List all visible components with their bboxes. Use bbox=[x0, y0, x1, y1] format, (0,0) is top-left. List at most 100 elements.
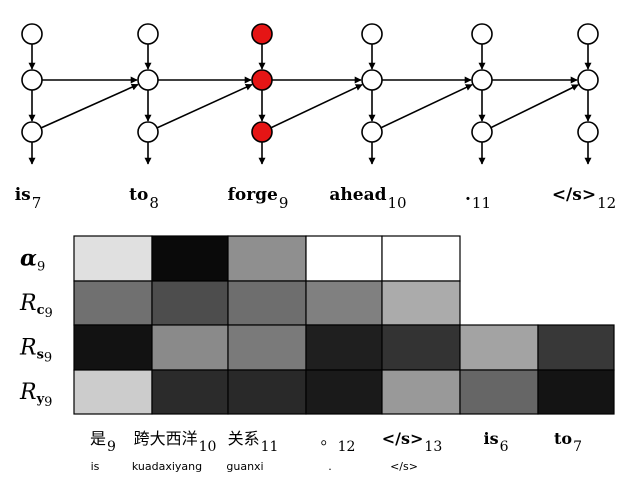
heatmap-cell bbox=[227, 324, 307, 371]
network-node bbox=[137, 69, 159, 91]
heatmap-cell bbox=[151, 280, 229, 326]
network-node bbox=[577, 23, 599, 45]
decoder-token: forge9 bbox=[228, 185, 289, 212]
column-pinyin: kuadaxiyang bbox=[132, 460, 202, 473]
column-subscript: 12 bbox=[338, 439, 356, 455]
column-subscript: 10 bbox=[199, 439, 217, 455]
column-word: to bbox=[554, 429, 572, 448]
heatmap-cell bbox=[305, 324, 383, 371]
column-label: is6 bbox=[483, 429, 508, 455]
row-label: Rc9 bbox=[19, 291, 53, 321]
heatmap-cell bbox=[73, 235, 153, 282]
heatmap bbox=[73, 235, 615, 415]
heatmap-cell bbox=[227, 369, 307, 415]
token-subscript: 11 bbox=[472, 194, 491, 212]
highlighted-node bbox=[251, 69, 273, 91]
network-node bbox=[137, 121, 159, 143]
row-bold-subscript: s bbox=[37, 348, 44, 363]
column-subscript: 9 bbox=[107, 439, 116, 455]
column-word: </s> bbox=[382, 429, 424, 448]
column-word: is bbox=[483, 429, 498, 448]
heatmap-cell bbox=[305, 235, 383, 282]
row-subscript: 9 bbox=[44, 395, 52, 410]
row-label: α9 bbox=[20, 246, 45, 275]
row-subscript: 9 bbox=[45, 306, 53, 321]
network-node bbox=[21, 121, 43, 143]
heatmap-cell bbox=[151, 235, 229, 282]
diagonal-arrow bbox=[156, 83, 253, 129]
diagonal-arrow bbox=[380, 83, 473, 129]
heatmap-cell bbox=[73, 369, 153, 415]
heatmap-column-labels: 是9is跨大西洋10kuadaxiyang关系11guanxi。12.</s>1… bbox=[90, 429, 582, 473]
decoder-token: </s>12 bbox=[552, 185, 616, 212]
row-bold-subscript: y bbox=[36, 392, 45, 407]
heatmap-cell bbox=[381, 324, 461, 371]
column-word: 关系 bbox=[228, 429, 260, 448]
heatmap-cell bbox=[73, 324, 153, 371]
heatmap-cell bbox=[537, 369, 615, 415]
heatmap-cell bbox=[459, 324, 539, 371]
column-subscript: 11 bbox=[261, 439, 279, 455]
column-label: 关系11 bbox=[228, 429, 279, 455]
column-pinyin: guanxi bbox=[226, 460, 263, 473]
token-subscript: 9 bbox=[279, 194, 289, 212]
heatmap-cell bbox=[73, 280, 153, 326]
heatmap-cell bbox=[151, 369, 229, 415]
heatmap-cell bbox=[305, 280, 383, 326]
token-word: </s> bbox=[552, 185, 596, 205]
column-word: 是 bbox=[90, 429, 106, 448]
decoder-token: .11 bbox=[465, 185, 491, 212]
heatmap-cell bbox=[381, 369, 461, 415]
network-edges bbox=[28, 44, 592, 165]
token-word: . bbox=[465, 185, 471, 205]
column-label: </s>13 bbox=[382, 429, 443, 455]
column-label: 。12 bbox=[321, 429, 356, 455]
network-node bbox=[471, 23, 493, 45]
column-label: 是9 bbox=[90, 429, 116, 455]
row-bold-subscript: c bbox=[37, 303, 45, 318]
network-node bbox=[137, 23, 159, 45]
row-label: Ry9 bbox=[19, 380, 52, 410]
row-subscript: 9 bbox=[37, 260, 45, 275]
network-node bbox=[21, 23, 43, 45]
network-node bbox=[361, 23, 383, 45]
diagonal-arrow bbox=[270, 83, 363, 129]
heatmap-cell bbox=[537, 324, 615, 371]
row-symbol: R bbox=[19, 336, 37, 361]
heatmap-cell bbox=[151, 324, 229, 371]
heatmap-cell bbox=[381, 235, 461, 282]
column-pinyin: is bbox=[91, 460, 100, 473]
decoder-tokens: is7 to8 forge9 ahead10.11 </s>12 bbox=[15, 185, 616, 212]
network-nodes bbox=[21, 23, 599, 143]
token-subscript: 12 bbox=[597, 194, 616, 212]
heatmap-cell bbox=[227, 280, 307, 326]
network-node bbox=[471, 69, 493, 91]
column-label: 跨大西洋10 bbox=[134, 429, 217, 455]
token-word: forge bbox=[228, 185, 278, 205]
column-subscript: 6 bbox=[500, 439, 509, 455]
heatmap-cell bbox=[305, 369, 383, 415]
network-node bbox=[361, 121, 383, 143]
heatmap-cell bbox=[381, 280, 461, 326]
token-subscript: 8 bbox=[149, 194, 159, 212]
token-word: ahead bbox=[329, 185, 386, 205]
row-label: Rs9 bbox=[19, 336, 52, 366]
row-subscript: 9 bbox=[44, 351, 52, 366]
row-symbol: α bbox=[20, 246, 37, 272]
heatmap-cell bbox=[459, 369, 539, 415]
highlighted-node bbox=[251, 121, 273, 143]
column-pinyin: . bbox=[328, 460, 332, 473]
network-node bbox=[577, 121, 599, 143]
column-label: to7 bbox=[554, 429, 582, 455]
token-word: is bbox=[15, 185, 31, 205]
token-subscript: 7 bbox=[32, 194, 42, 212]
heatmap-cell bbox=[227, 235, 307, 282]
column-word: 跨大西洋 bbox=[134, 429, 198, 448]
diagonal-arrow bbox=[490, 84, 579, 129]
column-subscript: 13 bbox=[424, 439, 442, 455]
row-symbol: R bbox=[19, 380, 37, 405]
column-pinyin: </s> bbox=[390, 460, 418, 473]
network-node bbox=[471, 121, 493, 143]
